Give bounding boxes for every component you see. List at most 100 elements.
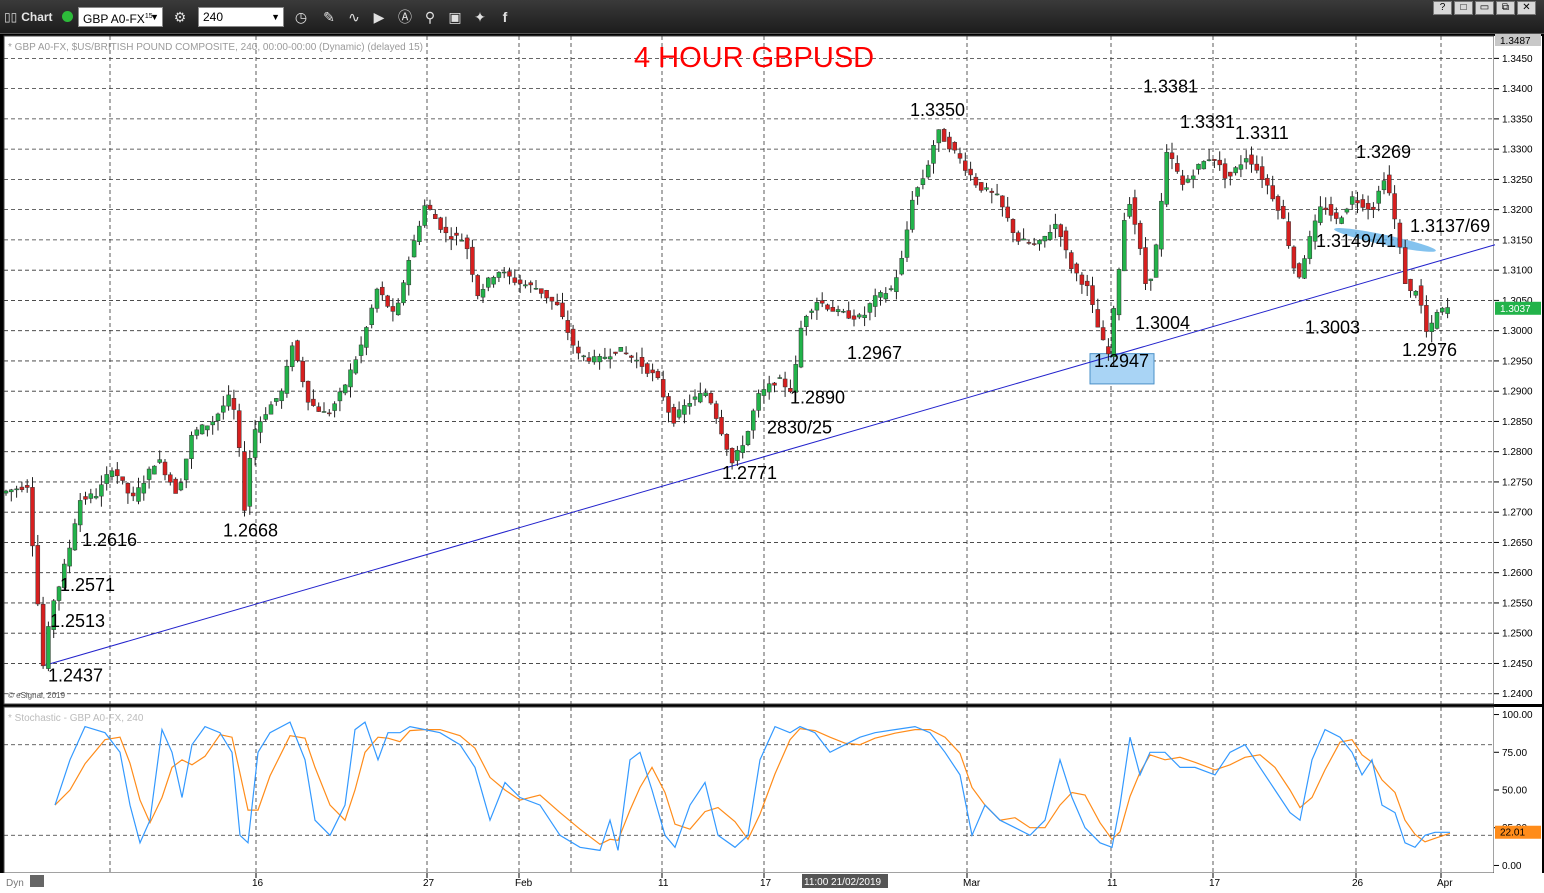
y-tick-label: 1.2450 xyxy=(1502,659,1533,670)
chart-tab[interactable]: ▯▯ Chart xyxy=(4,7,53,27)
candle-body xyxy=(369,307,374,325)
candle-body xyxy=(756,393,761,411)
candle-body xyxy=(173,478,178,494)
facebook-icon[interactable]: f xyxy=(502,9,508,25)
alert-icon[interactable]: Ⓐ xyxy=(398,9,412,25)
minimize-button[interactable]: ▭ xyxy=(1475,1,1494,15)
candle-body xyxy=(613,351,618,354)
dyn-button[interactable]: Dyn xyxy=(6,875,44,889)
candle-body xyxy=(1111,308,1116,357)
candle-body xyxy=(1265,177,1270,186)
candle-body xyxy=(46,626,51,669)
candle-body xyxy=(205,425,210,431)
candle-body xyxy=(952,142,957,151)
stoch-value-badge: 22.01 xyxy=(1495,825,1541,839)
price-annotation: 1.2513 xyxy=(50,611,105,631)
y-tick-label: 1.3150 xyxy=(1502,235,1533,246)
candle-body xyxy=(115,469,120,477)
settings-icon[interactable]: ⚙ xyxy=(173,9,187,25)
draw-icon[interactable]: ✎ xyxy=(323,9,335,25)
symbol-selector[interactable]: GBP A0-FX15 ▼ xyxy=(78,7,163,27)
y-tick-label: 1.3050 xyxy=(1502,296,1533,307)
candle-body xyxy=(427,204,433,210)
candle-body xyxy=(1196,163,1201,170)
candle-body xyxy=(819,300,825,304)
candle-body xyxy=(470,246,475,275)
price-annotation: 1.3137/69 xyxy=(1410,216,1490,236)
y-tick-label: 1.2500 xyxy=(1502,629,1533,640)
candle-body xyxy=(258,421,263,433)
candle-body xyxy=(93,496,99,499)
candle-body xyxy=(1413,291,1419,296)
candle-body xyxy=(1106,346,1111,355)
y-tick-label: 1.3250 xyxy=(1502,175,1533,186)
candle-body xyxy=(353,359,359,374)
play-icon[interactable]: ▶ xyxy=(373,9,385,25)
help-button[interactable]: ? xyxy=(1433,1,1452,15)
candle-body xyxy=(1010,219,1016,233)
candle-body xyxy=(1328,204,1334,216)
link-icon[interactable]: ⚲ xyxy=(424,9,436,25)
close-button[interactable]: ✕ xyxy=(1517,1,1536,15)
last-price-badge: 1.3037 xyxy=(1495,301,1541,315)
candle-body xyxy=(639,357,645,367)
candle-body xyxy=(1249,154,1254,165)
clock-icon[interactable]: ◷ xyxy=(294,9,308,25)
candle-body xyxy=(1079,274,1085,285)
candle-body xyxy=(1270,185,1275,200)
candle-body xyxy=(1026,242,1032,244)
candle-body xyxy=(597,356,602,363)
y-tick-label: 1.2600 xyxy=(1502,568,1533,579)
interval-selector[interactable]: 240 ▼ xyxy=(198,7,284,27)
chat-icon[interactable]: ▣ xyxy=(448,9,462,25)
svg-text:11:00 21/02/2019: 11:00 21/02/2019 xyxy=(804,877,882,888)
maximize-button[interactable]: ⧉ xyxy=(1496,1,1515,15)
candle-body xyxy=(1164,152,1169,205)
candle-body xyxy=(1344,208,1350,213)
candle-body xyxy=(936,129,942,144)
candles xyxy=(3,127,1450,672)
candle-body xyxy=(1424,305,1429,332)
price-annotation: 1.2967 xyxy=(847,343,902,363)
candle-body xyxy=(692,396,698,400)
candle-body xyxy=(698,393,703,403)
chevron-down-icon: ▼ xyxy=(150,12,159,22)
candle-body xyxy=(602,356,608,359)
candle-body xyxy=(83,496,88,500)
twitter-icon[interactable]: ✦ xyxy=(474,9,486,25)
candle-body xyxy=(1122,220,1127,272)
indicator-icon[interactable]: ∿ xyxy=(348,9,360,25)
candle-body xyxy=(263,414,268,420)
candle-body xyxy=(395,302,401,316)
stoch-tick-label: 0.00 xyxy=(1502,861,1522,872)
candle-body xyxy=(284,365,290,394)
candle-body xyxy=(183,458,189,481)
restore-button[interactable]: □ xyxy=(1454,1,1473,15)
candle-body xyxy=(1201,161,1207,170)
candle-body xyxy=(671,407,677,424)
candle-body xyxy=(544,290,549,299)
chart-canvas: 1.2437 1.2513 1.2571 1.2616 1.2668 1.2771 2830… xyxy=(0,34,1544,893)
price-annotation: 1.2668 xyxy=(223,520,278,540)
candle-body xyxy=(989,190,995,193)
candle-body xyxy=(841,311,846,313)
y-tick-label: 1.3300 xyxy=(1502,145,1533,156)
candle-body xyxy=(252,429,258,458)
candle-body xyxy=(433,214,438,219)
candle-body xyxy=(777,377,783,379)
x-tick-label: Mar xyxy=(963,878,981,889)
candle-body xyxy=(846,310,851,319)
candle-body xyxy=(1063,230,1069,251)
candle-body xyxy=(77,500,83,526)
candle-body xyxy=(1100,327,1106,341)
layout-icon[interactable]: ▯▯ xyxy=(4,10,18,24)
stochastic-title: * Stochastic - GBP A0-FX, 240 xyxy=(8,713,144,724)
candle-body xyxy=(1016,232,1021,242)
candle-body xyxy=(857,314,862,318)
candle-body xyxy=(830,307,836,312)
y-tick-label: 1.2900 xyxy=(1502,387,1533,398)
price-annotation: 1.3350 xyxy=(910,100,965,120)
candle-body xyxy=(809,310,814,313)
candle-body xyxy=(878,292,883,298)
candle-body xyxy=(72,523,78,551)
